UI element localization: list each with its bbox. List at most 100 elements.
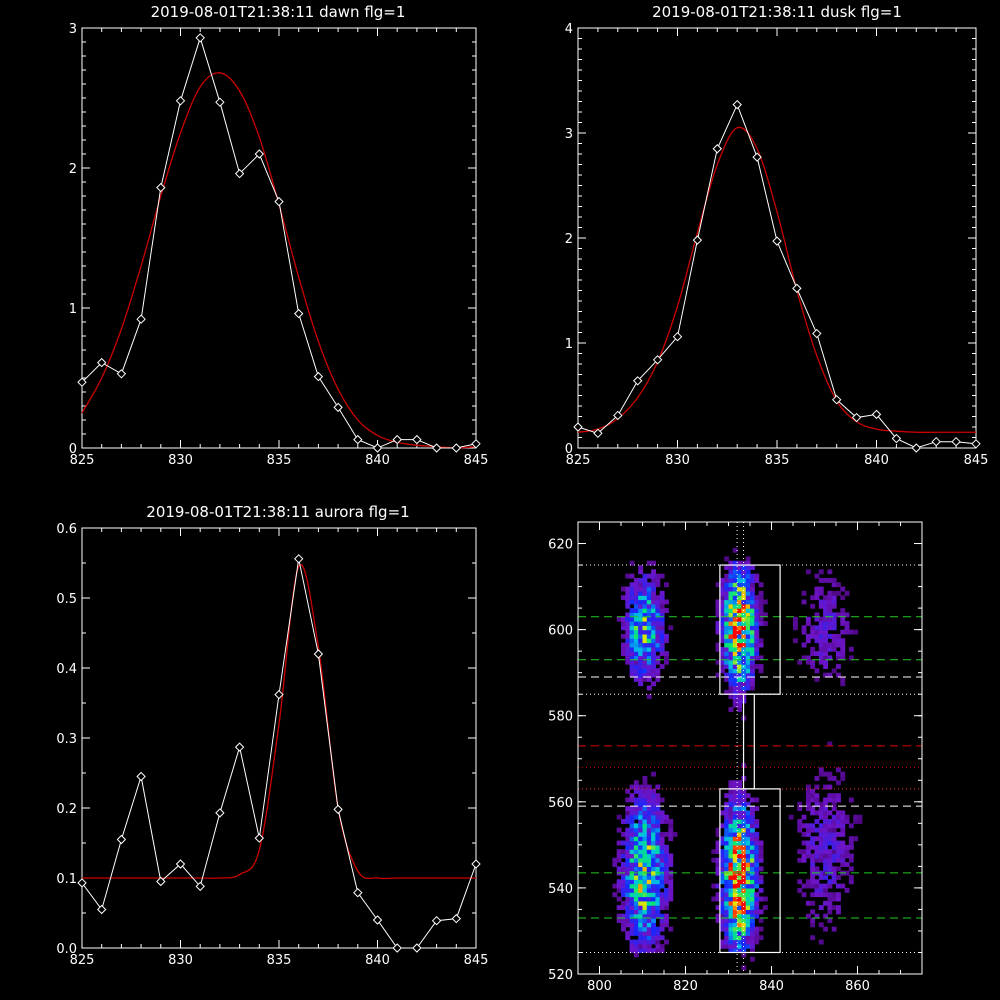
- heatmap-cell: [629, 887, 635, 893]
- data-point: [313, 371, 324, 382]
- heatmap-cell: [737, 900, 742, 906]
- heatmap-cell: [750, 633, 755, 639]
- data-point: [412, 943, 422, 953]
- heatmap-cell: [750, 625, 755, 631]
- heatmap-cell: [818, 633, 824, 639]
- heatmap-cell: [818, 892, 824, 898]
- heatmap-cell: [638, 595, 644, 601]
- heatmap-cell: [840, 638, 846, 644]
- heatmap-cell: [737, 590, 742, 596]
- heatmap-cell: [750, 853, 755, 859]
- heatmap-cell: [836, 664, 841, 669]
- heatmap-cell: [823, 874, 828, 880]
- heatmap-cell: [844, 590, 850, 596]
- heatmap-cell: [651, 569, 656, 575]
- heatmap-cell: [724, 577, 730, 583]
- heatmap-cell: [629, 797, 635, 803]
- heatmap-cell: [750, 840, 755, 846]
- heatmap-cell: [728, 806, 734, 812]
- heatmap-cell: [732, 935, 738, 941]
- heatmap-cell: [651, 948, 656, 954]
- heatmap-cell: [737, 625, 742, 631]
- heatmap-cell: [831, 853, 837, 859]
- heatmap-cell: [724, 862, 730, 867]
- heatmap-cell: [823, 810, 828, 816]
- heatmap-cell: [737, 599, 742, 605]
- heatmap-cell: [625, 599, 631, 605]
- heatmap-cell: [728, 590, 734, 596]
- heatmap-cell: [737, 633, 742, 639]
- heatmap-cell: [625, 866, 631, 872]
- heatmap-cell: [642, 887, 648, 893]
- heatmap-cell: [625, 879, 631, 885]
- heatmap-cell: [629, 857, 635, 863]
- data-point: [234, 168, 245, 179]
- heatmap-cell: [737, 797, 742, 803]
- heatmap-cell: [621, 616, 626, 622]
- heatmap-cell: [737, 616, 742, 622]
- heatmap-cell: [801, 840, 807, 846]
- heatmap-cell: [732, 801, 738, 807]
- heatmap-cell: [719, 633, 725, 639]
- heatmap-cell: [646, 943, 652, 949]
- heatmap-cell: [638, 638, 644, 644]
- heatmap-cell: [629, 573, 635, 579]
- heatmap-cell: [745, 586, 751, 592]
- heatmap-cell: [633, 879, 639, 885]
- heatmap-cell: [655, 943, 661, 949]
- heatmap-cell: [805, 840, 811, 846]
- heatmap-cell: [814, 866, 820, 872]
- heatmap-cell: [664, 896, 669, 902]
- heatmap-cell: [737, 582, 742, 588]
- heatmap-cell: [745, 629, 751, 635]
- heatmap-cell: [754, 840, 760, 846]
- heatmap-cell: [827, 866, 833, 872]
- heatmap-cell: [659, 905, 665, 911]
- y-tick-label: 0: [69, 442, 77, 457]
- heatmap-cell: [646, 909, 652, 915]
- heatmap-cell: [633, 672, 639, 678]
- heatmap-cell: [642, 629, 648, 635]
- heatmap-cell: [642, 788, 648, 794]
- heatmap-cell: [737, 642, 742, 648]
- heatmap-cell: [848, 823, 854, 829]
- heatmap-cell: [633, 642, 639, 648]
- heatmap-cell: [827, 775, 833, 781]
- heatmap-cell: [745, 685, 751, 691]
- y-tick-label: 580: [548, 710, 573, 725]
- heatmap-cell: [651, 590, 656, 596]
- heatmap-cell: [655, 612, 661, 618]
- heatmap-cell: [823, 819, 828, 824]
- heatmap-cell: [814, 616, 820, 622]
- heatmap-cell: [616, 840, 622, 846]
- heatmap-cell: [750, 943, 755, 949]
- heatmap-cell: [732, 698, 738, 704]
- heatmap-cell: [633, 590, 639, 596]
- heatmap-cell: [823, 806, 828, 812]
- heatmap-cell: [754, 612, 760, 618]
- heatmap-cell: [745, 659, 751, 665]
- heatmap-cell: [633, 668, 639, 674]
- heatmap-cell: [814, 819, 820, 824]
- heatmap-cell: [814, 668, 820, 674]
- heatmap-cell: [814, 857, 820, 863]
- heatmap-cell: [724, 633, 730, 639]
- heatmap-cell: [642, 853, 648, 859]
- heatmap-cell: [659, 883, 665, 889]
- heatmap-cell: [616, 849, 622, 855]
- heatmap-cell: [646, 939, 652, 945]
- heatmap-cell: [625, 883, 631, 889]
- heatmap-cell: [728, 866, 734, 872]
- heatmap-cell: [762, 621, 768, 626]
- heatmap-cell: [642, 664, 648, 669]
- heatmap-cell: [741, 918, 747, 923]
- heatmap-cell: [827, 784, 833, 790]
- heatmap-cell: [651, 870, 656, 876]
- heatmap-cell: [621, 625, 626, 631]
- heatmap-cell: [818, 836, 824, 842]
- heatmap-cell: [646, 819, 652, 824]
- heatmap-cell: [745, 926, 751, 932]
- heatmap-cell: [732, 672, 738, 678]
- heatmap-cell: [732, 608, 738, 613]
- heatmap-cell: [818, 651, 824, 657]
